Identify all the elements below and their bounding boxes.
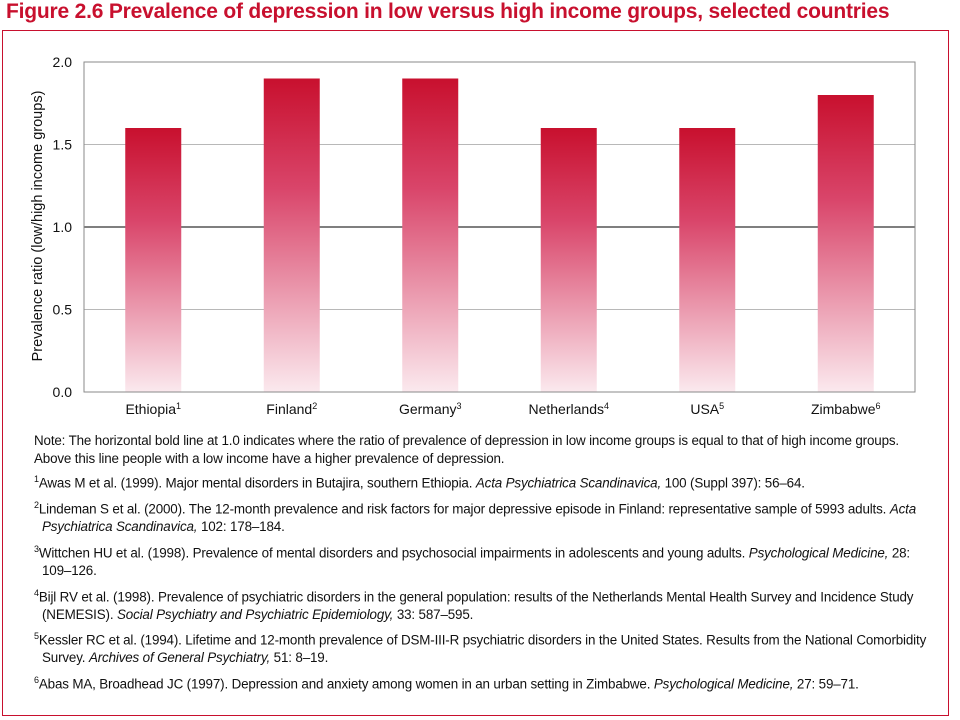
reference-item: 1Awas M et al. (1999). Major mental diso…: [34, 471, 934, 492]
reference-text: Wittchen HU et al. (1998). Prevalence of…: [38, 545, 749, 561]
reference-item: 4Bijl RV et al. (1998). Prevalence of ps…: [34, 585, 934, 624]
reference-text: Lindeman S et al. (2000). The 12-month p…: [38, 501, 890, 517]
x-tick-label: USA5: [690, 401, 724, 417]
plot-area-border: [83, 61, 916, 393]
reference-journal: Psychological Medicine,: [748, 545, 889, 561]
reference-number: 4: [34, 587, 39, 598]
reference-citation: 27: 59–71.: [793, 676, 859, 692]
bar-chart: 0.0 0.5 1.0 1.5 2.0 Ethiopia1 Finland2 Germany3…: [30, 54, 916, 417]
reference-journal: Psychological Medicine,: [653, 676, 794, 692]
reference-citation: 102: 178–184.: [197, 519, 285, 535]
reference-item: 6Abas MA, Broadhead JC (1997). Depressio…: [34, 672, 934, 693]
reference-item: 3Wittchen HU et al. (1998). Prevalence o…: [34, 541, 934, 580]
bar-germany: [402, 78, 459, 392]
reference-citation: 28: 109–126.: [42, 545, 911, 578]
reference-text: Kessler RC et al. (1994). Lifetime and 1…: [38, 632, 927, 666]
bar-netherlands: [540, 128, 597, 392]
x-tick-label: Finland2: [266, 401, 317, 417]
reference-journal: Acta Psychiatrica Scandinavica,: [475, 475, 662, 491]
reference-text: Awas M et al. (1999). Major mental disor…: [38, 475, 476, 491]
bar-usa: [679, 128, 736, 392]
y-tick-label: 1.0: [53, 219, 73, 235]
reference-item: 2Lindeman S et al. (2000). The 12-month …: [34, 497, 934, 536]
y-tick-label: 0.0: [53, 384, 73, 400]
bar-finland: [263, 78, 320, 392]
reference-number: 3: [34, 543, 39, 554]
reference-citation: 51: 8–19.: [270, 650, 329, 666]
y-tick-label: 2.0: [53, 54, 73, 70]
y-axis-label: Prevalence ratio (low/high income groups…: [30, 91, 46, 362]
x-tick-label: Zimbabwe6: [811, 401, 881, 417]
reference-journal: Social Psychiatry and Psychiatric Epidem…: [116, 606, 394, 622]
chart-note: Note: The horizontal bold line at 1.0 in…: [34, 433, 899, 466]
reference-number: 5: [34, 631, 39, 642]
figure-frame: [2, 30, 949, 716]
reference-number: 2: [34, 500, 39, 511]
reference-number: 1: [34, 474, 39, 485]
reference-journal: Acta Psychiatrica Scandinavica,: [42, 501, 917, 535]
x-tick-label: Netherlands4: [528, 401, 609, 417]
bar-ethiopia: [125, 128, 182, 392]
y-tick-label: 1.5: [53, 137, 73, 153]
reference-text: Abas MA, Broadhead JC (1997). Depression…: [38, 676, 654, 692]
reference-journal: Archives of General Psychiatry,: [88, 650, 271, 666]
reference-text: Bijl RV et al. (1998). Prevalence of psy…: [38, 589, 914, 622]
notes-section: Note: The horizontal bold line at 1.0 in…: [34, 432, 934, 698]
reference-list: 1Awas M et al. (1999). Major mental diso…: [34, 471, 934, 693]
x-tick-label: Germany3: [399, 401, 462, 417]
x-tick-label: Ethiopia1: [125, 401, 181, 417]
reference-citation: 33: 587–595.: [393, 606, 474, 622]
reference-item: 5Kessler RC et al. (1994). Lifetime and …: [34, 628, 934, 667]
y-tick-label: 0.5: [53, 302, 73, 318]
reference-number: 6: [34, 674, 39, 685]
bar-zimbabwe: [817, 95, 874, 392]
reference-citation: 100 (Suppl 397): 56–64.: [661, 475, 805, 491]
figure-title: Figure 2.6 Prevalence of depression in l…: [6, 0, 890, 23]
